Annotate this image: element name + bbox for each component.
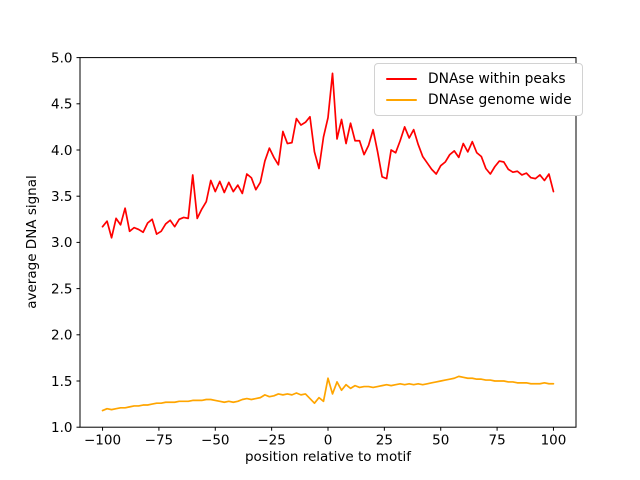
x-tick-label: −25 — [257, 433, 286, 449]
x-tick-label: 100 — [541, 433, 567, 449]
x-tick-label: −75 — [145, 433, 174, 449]
y-tick-label: 3.0 — [51, 235, 72, 251]
y-tick-label: 4.0 — [51, 143, 72, 159]
y-tick-label: 1.0 — [51, 420, 72, 436]
y-tick-label: 2.5 — [51, 281, 72, 297]
series-line-dnase-genome-wide — [101, 375, 555, 412]
series-line-dnase-within-peaks — [101, 72, 555, 239]
red-line-swatch — [386, 77, 417, 81]
x-tick-label: −50 — [201, 433, 230, 449]
x-tick-label: 75 — [488, 433, 505, 449]
legend-item-dnase-genome-wide: DNAse genome wide — [386, 92, 572, 108]
legend-label-dnase-genome-wide: DNAse genome wide — [428, 92, 572, 108]
orange-line-swatch — [386, 98, 417, 102]
y-tick-label: 1.5 — [51, 374, 72, 390]
y-tick-label: 3.5 — [51, 189, 72, 205]
y-tick-label: 2.0 — [51, 328, 72, 344]
x-tick-label: 50 — [432, 433, 449, 449]
legend: DNAse within peaks DNAse genome wide — [374, 63, 583, 116]
y-tick-label: 4.5 — [51, 97, 72, 113]
x-tick-label: 25 — [376, 433, 393, 449]
x-tick-label: −100 — [84, 433, 121, 449]
y-axis-label: average DNA signal — [24, 175, 40, 309]
y-tick-label: 5.0 — [51, 50, 72, 66]
x-axis-label: position relative to motif — [244, 449, 412, 465]
legend-label-dnase-within-peaks: DNAse within peaks — [428, 71, 566, 87]
x-tick-label: 0 — [324, 433, 333, 449]
legend-item-dnase-within-peaks: DNAse within peaks — [386, 71, 572, 87]
